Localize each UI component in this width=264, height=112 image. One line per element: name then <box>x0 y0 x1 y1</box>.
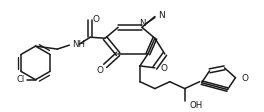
Text: N: N <box>139 19 145 28</box>
Text: N: N <box>158 11 165 20</box>
Text: O: O <box>93 15 100 24</box>
Text: Cl: Cl <box>16 75 25 84</box>
Text: NH: NH <box>72 40 85 49</box>
Text: O: O <box>241 74 248 83</box>
Text: O: O <box>161 64 168 73</box>
Text: OH: OH <box>190 101 203 110</box>
Text: O: O <box>97 66 104 75</box>
